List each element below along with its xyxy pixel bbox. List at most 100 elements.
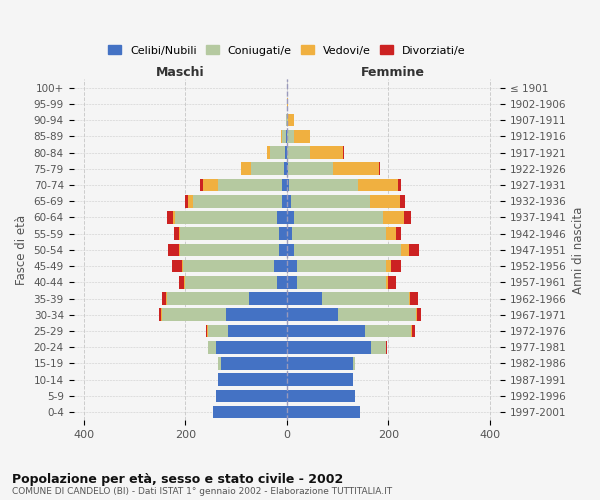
Bar — [287, 390, 355, 402]
Bar — [343, 146, 344, 159]
Bar — [358, 178, 398, 192]
Bar — [379, 162, 380, 175]
Y-axis label: Fasce di età: Fasce di età — [15, 215, 28, 285]
Bar — [180, 244, 279, 256]
Bar — [287, 374, 353, 386]
Bar — [297, 276, 386, 288]
Bar — [297, 260, 386, 272]
Bar — [226, 308, 287, 321]
Bar — [295, 211, 383, 224]
Bar — [163, 292, 166, 305]
Bar — [163, 308, 226, 321]
Bar — [251, 162, 284, 175]
Bar — [396, 228, 401, 240]
Bar — [409, 244, 419, 256]
Bar — [287, 324, 365, 338]
Bar — [173, 211, 175, 224]
Bar — [287, 406, 361, 418]
Bar — [287, 211, 295, 224]
Bar — [398, 178, 401, 192]
Bar — [295, 244, 401, 256]
Bar — [291, 195, 370, 207]
Bar — [229, 324, 287, 338]
Bar — [279, 228, 287, 240]
Legend: Celibi/Nubili, Coniugati/e, Vedovi/e, Divorziati/e: Celibi/Nubili, Coniugati/e, Vedovi/e, Di… — [103, 40, 470, 60]
Bar — [167, 211, 173, 224]
Bar — [287, 276, 297, 288]
Bar — [287, 178, 289, 192]
Bar — [277, 211, 287, 224]
Bar — [185, 276, 277, 288]
Bar — [322, 292, 409, 305]
Bar — [166, 292, 167, 305]
Bar — [218, 357, 221, 370]
Bar — [386, 260, 391, 272]
Bar — [207, 324, 208, 338]
Bar — [287, 162, 288, 175]
Bar — [289, 178, 358, 192]
Bar — [287, 244, 295, 256]
Bar — [159, 308, 161, 321]
Bar — [295, 130, 310, 142]
Bar — [288, 162, 334, 175]
Bar — [274, 260, 287, 272]
Bar — [386, 276, 388, 288]
Bar — [281, 130, 286, 142]
Bar — [410, 292, 418, 305]
Bar — [370, 195, 400, 207]
Y-axis label: Anni di nascita: Anni di nascita — [572, 206, 585, 294]
Bar — [287, 146, 310, 159]
Bar — [411, 324, 412, 338]
Bar — [221, 357, 287, 370]
Bar — [179, 228, 180, 240]
Bar — [184, 276, 185, 288]
Bar — [270, 146, 285, 159]
Bar — [287, 228, 292, 240]
Bar — [172, 260, 182, 272]
Bar — [416, 308, 417, 321]
Bar — [277, 276, 287, 288]
Bar — [287, 98, 288, 110]
Bar — [287, 260, 297, 272]
Bar — [213, 406, 287, 418]
Bar — [182, 260, 274, 272]
Bar — [287, 341, 371, 353]
Bar — [288, 114, 295, 126]
Bar — [400, 195, 405, 207]
Bar — [268, 146, 270, 159]
Bar — [215, 390, 287, 402]
Bar — [310, 146, 343, 159]
Bar — [287, 308, 338, 321]
Text: Popolazione per età, sesso e stato civile - 2002: Popolazione per età, sesso e stato civil… — [12, 472, 343, 486]
Bar — [287, 195, 291, 207]
Bar — [292, 228, 386, 240]
Bar — [386, 228, 396, 240]
Bar — [287, 114, 288, 126]
Bar — [386, 341, 387, 353]
Bar — [169, 244, 179, 256]
Bar — [179, 276, 184, 288]
Bar — [188, 195, 193, 207]
Bar — [284, 162, 287, 175]
Bar — [281, 178, 287, 192]
Bar — [371, 341, 386, 353]
Bar — [409, 292, 410, 305]
Bar — [279, 244, 287, 256]
Bar — [353, 357, 355, 370]
Bar — [334, 162, 379, 175]
Bar — [185, 195, 188, 207]
Bar — [404, 211, 411, 224]
Bar — [208, 324, 229, 338]
Bar — [218, 374, 287, 386]
Bar — [388, 276, 396, 288]
Bar — [241, 162, 251, 175]
Bar — [401, 244, 409, 256]
Bar — [285, 146, 287, 159]
Bar — [175, 211, 277, 224]
Bar — [215, 341, 287, 353]
Bar — [287, 357, 353, 370]
Bar — [203, 178, 218, 192]
Bar — [287, 130, 295, 142]
Bar — [286, 130, 287, 142]
Bar — [417, 308, 421, 321]
